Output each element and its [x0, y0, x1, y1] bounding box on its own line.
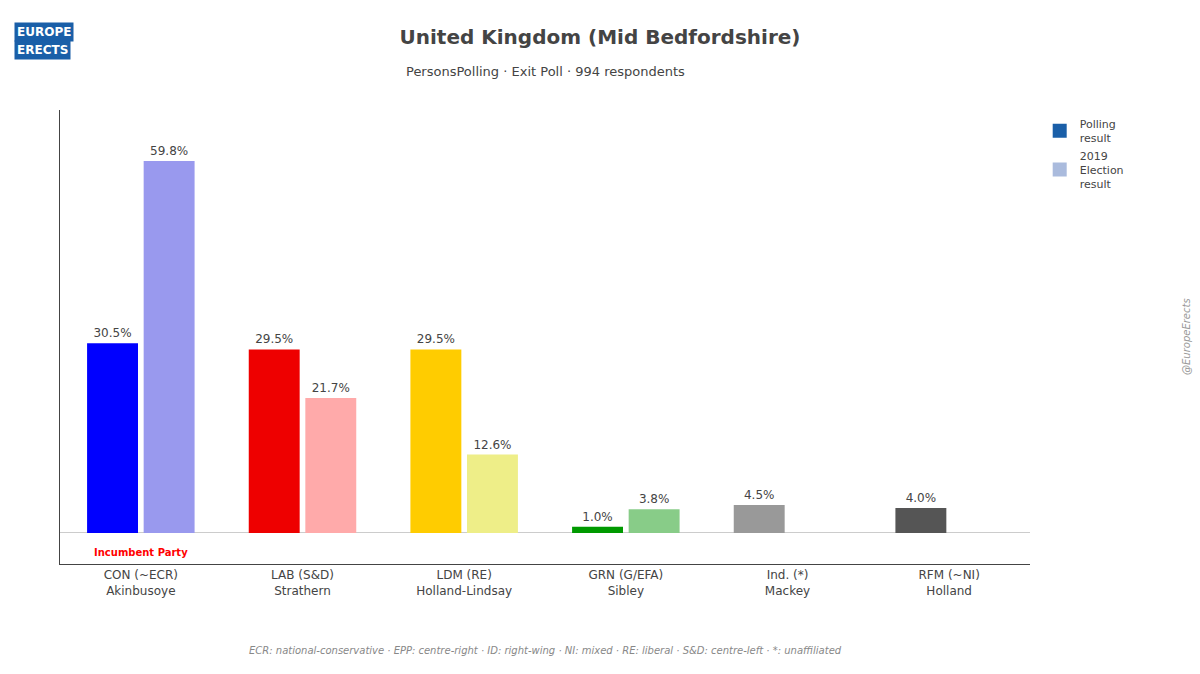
- svg-text:2019Electionresult: 2019Electionresult: [1080, 150, 1124, 192]
- svg-text:ERECTS: ERECTS: [17, 43, 68, 57]
- svg-text:EUROPE: EUROPE: [17, 25, 71, 39]
- svg-text:LAB (S&D)Strathern: LAB (S&D)Strathern: [271, 568, 334, 598]
- svg-text:CON (~ECR)Akinbusoye: CON (~ECR)Akinbusoye: [104, 568, 178, 598]
- svg-text:21.7%: 21.7%: [312, 381, 350, 395]
- svg-text:29.5%: 29.5%: [417, 332, 455, 346]
- svg-text:ECR: national-conservative · E: ECR: national-conservative · EPP: centre…: [249, 645, 842, 656]
- svg-text:Pollingresult: Pollingresult: [1080, 118, 1116, 145]
- svg-text:30.5%: 30.5%: [93, 326, 131, 340]
- svg-text:29.5%: 29.5%: [255, 332, 293, 346]
- svg-text:PersonsPolling · Exit Poll · 9: PersonsPolling · Exit Poll · 994 respond…: [406, 64, 685, 79]
- svg-text:@EuropeErects: @EuropeErects: [1181, 298, 1192, 375]
- svg-text:Incumbent Party: Incumbent Party: [94, 547, 188, 558]
- svg-text:LDM (RE)Holland-Lindsay: LDM (RE)Holland-Lindsay: [416, 568, 512, 598]
- svg-text:4.5%: 4.5%: [744, 488, 775, 502]
- svg-text:12.6%: 12.6%: [473, 438, 511, 452]
- svg-text:4.0%: 4.0%: [906, 491, 937, 505]
- svg-text:United Kingdom (Mid Bedfordshi: United Kingdom (Mid Bedfordshire): [400, 25, 801, 49]
- svg-text:59.8%: 59.8%: [150, 144, 188, 158]
- svg-text:RFM (~NI)Holland: RFM (~NI)Holland: [918, 568, 979, 598]
- svg-text:3.8%: 3.8%: [639, 492, 670, 506]
- svg-text:GRN (G/EFA)Sibley: GRN (G/EFA)Sibley: [588, 568, 663, 598]
- svg-text:1.0%: 1.0%: [582, 510, 613, 524]
- svg-text:Ind. (*)Mackey: Ind. (*)Mackey: [765, 568, 810, 598]
